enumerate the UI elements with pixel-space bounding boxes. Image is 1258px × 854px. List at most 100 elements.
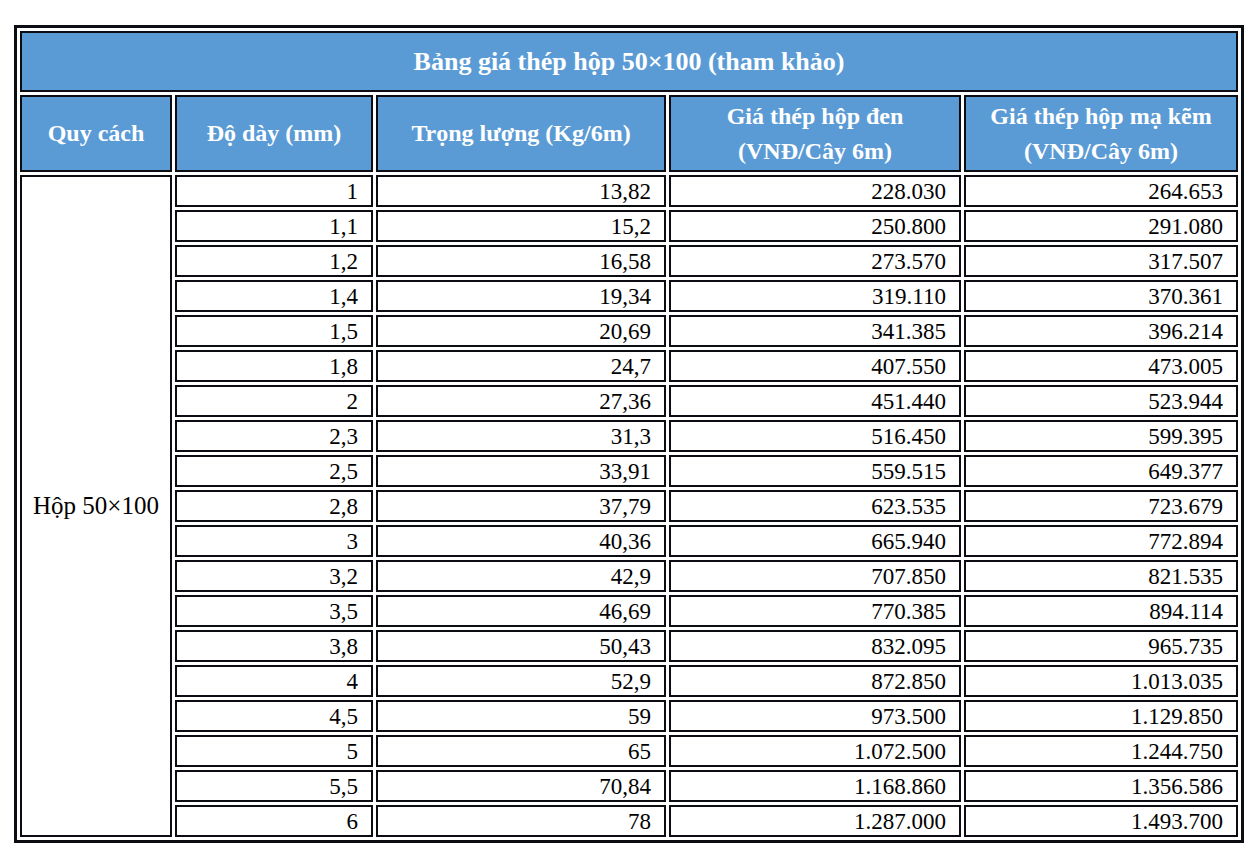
price-galvanized-cell: 1.129.850 bbox=[964, 700, 1238, 732]
price-galvanized-cell: 396.214 bbox=[964, 315, 1238, 347]
thickness-cell: 1,4 bbox=[175, 280, 373, 312]
thickness-cell: 5,5 bbox=[175, 770, 373, 802]
price-galvanized-cell: 965.735 bbox=[964, 630, 1238, 662]
weight-cell: 50,43 bbox=[376, 630, 666, 662]
table-row: 6781.287.0001.493.700 bbox=[20, 805, 1238, 837]
column-header-quy-cach: Quy cách bbox=[20, 95, 172, 172]
weight-cell: 52,9 bbox=[376, 665, 666, 697]
weight-cell: 70,84 bbox=[376, 770, 666, 802]
table-row: 3,242,9707.850821.535 bbox=[20, 560, 1238, 592]
table-row: 1,216,58273.570317.507 bbox=[20, 245, 1238, 277]
thickness-cell: 1,8 bbox=[175, 350, 373, 382]
price-black-cell: 228.030 bbox=[669, 175, 961, 207]
weight-cell: 37,79 bbox=[376, 490, 666, 522]
price-black-cell: 973.500 bbox=[669, 700, 961, 732]
price-black-cell: 872.850 bbox=[669, 665, 961, 697]
table-row: 2,533,91559.515649.377 bbox=[20, 455, 1238, 487]
table-row: 5651.072.5001.244.750 bbox=[20, 735, 1238, 767]
thickness-cell: 2,8 bbox=[175, 490, 373, 522]
price-galvanized-cell: 723.679 bbox=[964, 490, 1238, 522]
price-galvanized-cell: 291.080 bbox=[964, 210, 1238, 242]
price-black-cell: 665.940 bbox=[669, 525, 961, 557]
table-row: 5,570,841.168.8601.356.586 bbox=[20, 770, 1238, 802]
table-row: 227,36451.440523.944 bbox=[20, 385, 1238, 417]
weight-cell: 65 bbox=[376, 735, 666, 767]
weight-cell: 42,9 bbox=[376, 560, 666, 592]
weight-cell: 16,58 bbox=[376, 245, 666, 277]
price-galvanized-cell: 599.395 bbox=[964, 420, 1238, 452]
table-row: 4,559973.5001.129.850 bbox=[20, 700, 1238, 732]
table-row: 1,419,34319.110370.361 bbox=[20, 280, 1238, 312]
weight-cell: 13,82 bbox=[376, 175, 666, 207]
column-header-gia-den: Giá thép hộp đen (VNĐ/Cây 6m) bbox=[669, 95, 961, 172]
price-galvanized-cell: 1.013.035 bbox=[964, 665, 1238, 697]
price-black-cell: 273.570 bbox=[669, 245, 961, 277]
price-black-cell: 559.515 bbox=[669, 455, 961, 487]
price-galvanized-cell: 649.377 bbox=[964, 455, 1238, 487]
column-header-do-day: Độ dày (mm) bbox=[175, 95, 373, 172]
column-header-gia-ma-kem: Giá thép hộp mạ kẽm (VNĐ/Cây 6m) bbox=[964, 95, 1238, 172]
price-black-cell: 1.287.000 bbox=[669, 805, 961, 837]
thickness-cell: 4,5 bbox=[175, 700, 373, 732]
price-galvanized-cell: 473.005 bbox=[964, 350, 1238, 382]
table-row: Hộp 50×100113,82228.030264.653 bbox=[20, 175, 1238, 207]
price-black-cell: 407.550 bbox=[669, 350, 961, 382]
weight-cell: 27,36 bbox=[376, 385, 666, 417]
price-galvanized-cell: 523.944 bbox=[964, 385, 1238, 417]
price-black-cell: 1.072.500 bbox=[669, 735, 961, 767]
price-black-cell: 250.800 bbox=[669, 210, 961, 242]
weight-cell: 40,36 bbox=[376, 525, 666, 557]
price-galvanized-cell: 1.493.700 bbox=[964, 805, 1238, 837]
price-black-cell: 319.110 bbox=[669, 280, 961, 312]
table-row: 3,850,43832.095965.735 bbox=[20, 630, 1238, 662]
price-galvanized-cell: 317.507 bbox=[964, 245, 1238, 277]
table-row: 340,36665.940772.894 bbox=[20, 525, 1238, 557]
thickness-cell: 3,2 bbox=[175, 560, 373, 592]
price-galvanized-cell: 264.653 bbox=[964, 175, 1238, 207]
table-row: 1,520,69341.385396.214 bbox=[20, 315, 1238, 347]
thickness-cell: 1 bbox=[175, 175, 373, 207]
column-header-trong-luong: Trọng lượng (Kg/6m) bbox=[376, 95, 666, 172]
price-galvanized-cell: 370.361 bbox=[964, 280, 1238, 312]
price-black-cell: 516.450 bbox=[669, 420, 961, 452]
price-galvanized-cell: 894.114 bbox=[964, 595, 1238, 627]
weight-cell: 31,3 bbox=[376, 420, 666, 452]
table-row: 1,824,7407.550473.005 bbox=[20, 350, 1238, 382]
price-galvanized-cell: 1.356.586 bbox=[964, 770, 1238, 802]
spec-cell: Hộp 50×100 bbox=[20, 175, 172, 837]
thickness-cell: 5 bbox=[175, 735, 373, 767]
price-black-cell: 341.385 bbox=[669, 315, 961, 347]
weight-cell: 15,2 bbox=[376, 210, 666, 242]
weight-cell: 20,69 bbox=[376, 315, 666, 347]
weight-cell: 33,91 bbox=[376, 455, 666, 487]
price-black-cell: 832.095 bbox=[669, 630, 961, 662]
thickness-cell: 2,5 bbox=[175, 455, 373, 487]
thickness-cell: 2,3 bbox=[175, 420, 373, 452]
price-table-body: Hộp 50×100113,82228.030264.6531,115,2250… bbox=[20, 175, 1238, 837]
price-black-cell: 623.535 bbox=[669, 490, 961, 522]
weight-cell: 19,34 bbox=[376, 280, 666, 312]
table-row: 452,9872.8501.013.035 bbox=[20, 665, 1238, 697]
thickness-cell: 1,1 bbox=[175, 210, 373, 242]
weight-cell: 24,7 bbox=[376, 350, 666, 382]
table-row: 3,546,69770.385894.114 bbox=[20, 595, 1238, 627]
thickness-cell: 2 bbox=[175, 385, 373, 417]
weight-cell: 78 bbox=[376, 805, 666, 837]
table-row: 2,837,79623.535723.679 bbox=[20, 490, 1238, 522]
price-black-cell: 451.440 bbox=[669, 385, 961, 417]
table-title: Bảng giá thép hộp 50×100 (tham khảo) bbox=[20, 31, 1238, 92]
thickness-cell: 1,5 bbox=[175, 315, 373, 347]
price-black-cell: 770.385 bbox=[669, 595, 961, 627]
price-galvanized-cell: 821.535 bbox=[964, 560, 1238, 592]
thickness-cell: 4 bbox=[175, 665, 373, 697]
thickness-cell: 1,2 bbox=[175, 245, 373, 277]
thickness-cell: 6 bbox=[175, 805, 373, 837]
title-row: Bảng giá thép hộp 50×100 (tham khảo) bbox=[20, 31, 1238, 92]
price-black-cell: 1.168.860 bbox=[669, 770, 961, 802]
thickness-cell: 3,8 bbox=[175, 630, 373, 662]
weight-cell: 46,69 bbox=[376, 595, 666, 627]
weight-cell: 59 bbox=[376, 700, 666, 732]
price-galvanized-cell: 772.894 bbox=[964, 525, 1238, 557]
thickness-cell: 3,5 bbox=[175, 595, 373, 627]
header-row: Quy cách Độ dày (mm) Trọng lượng (Kg/6m)… bbox=[20, 95, 1238, 172]
